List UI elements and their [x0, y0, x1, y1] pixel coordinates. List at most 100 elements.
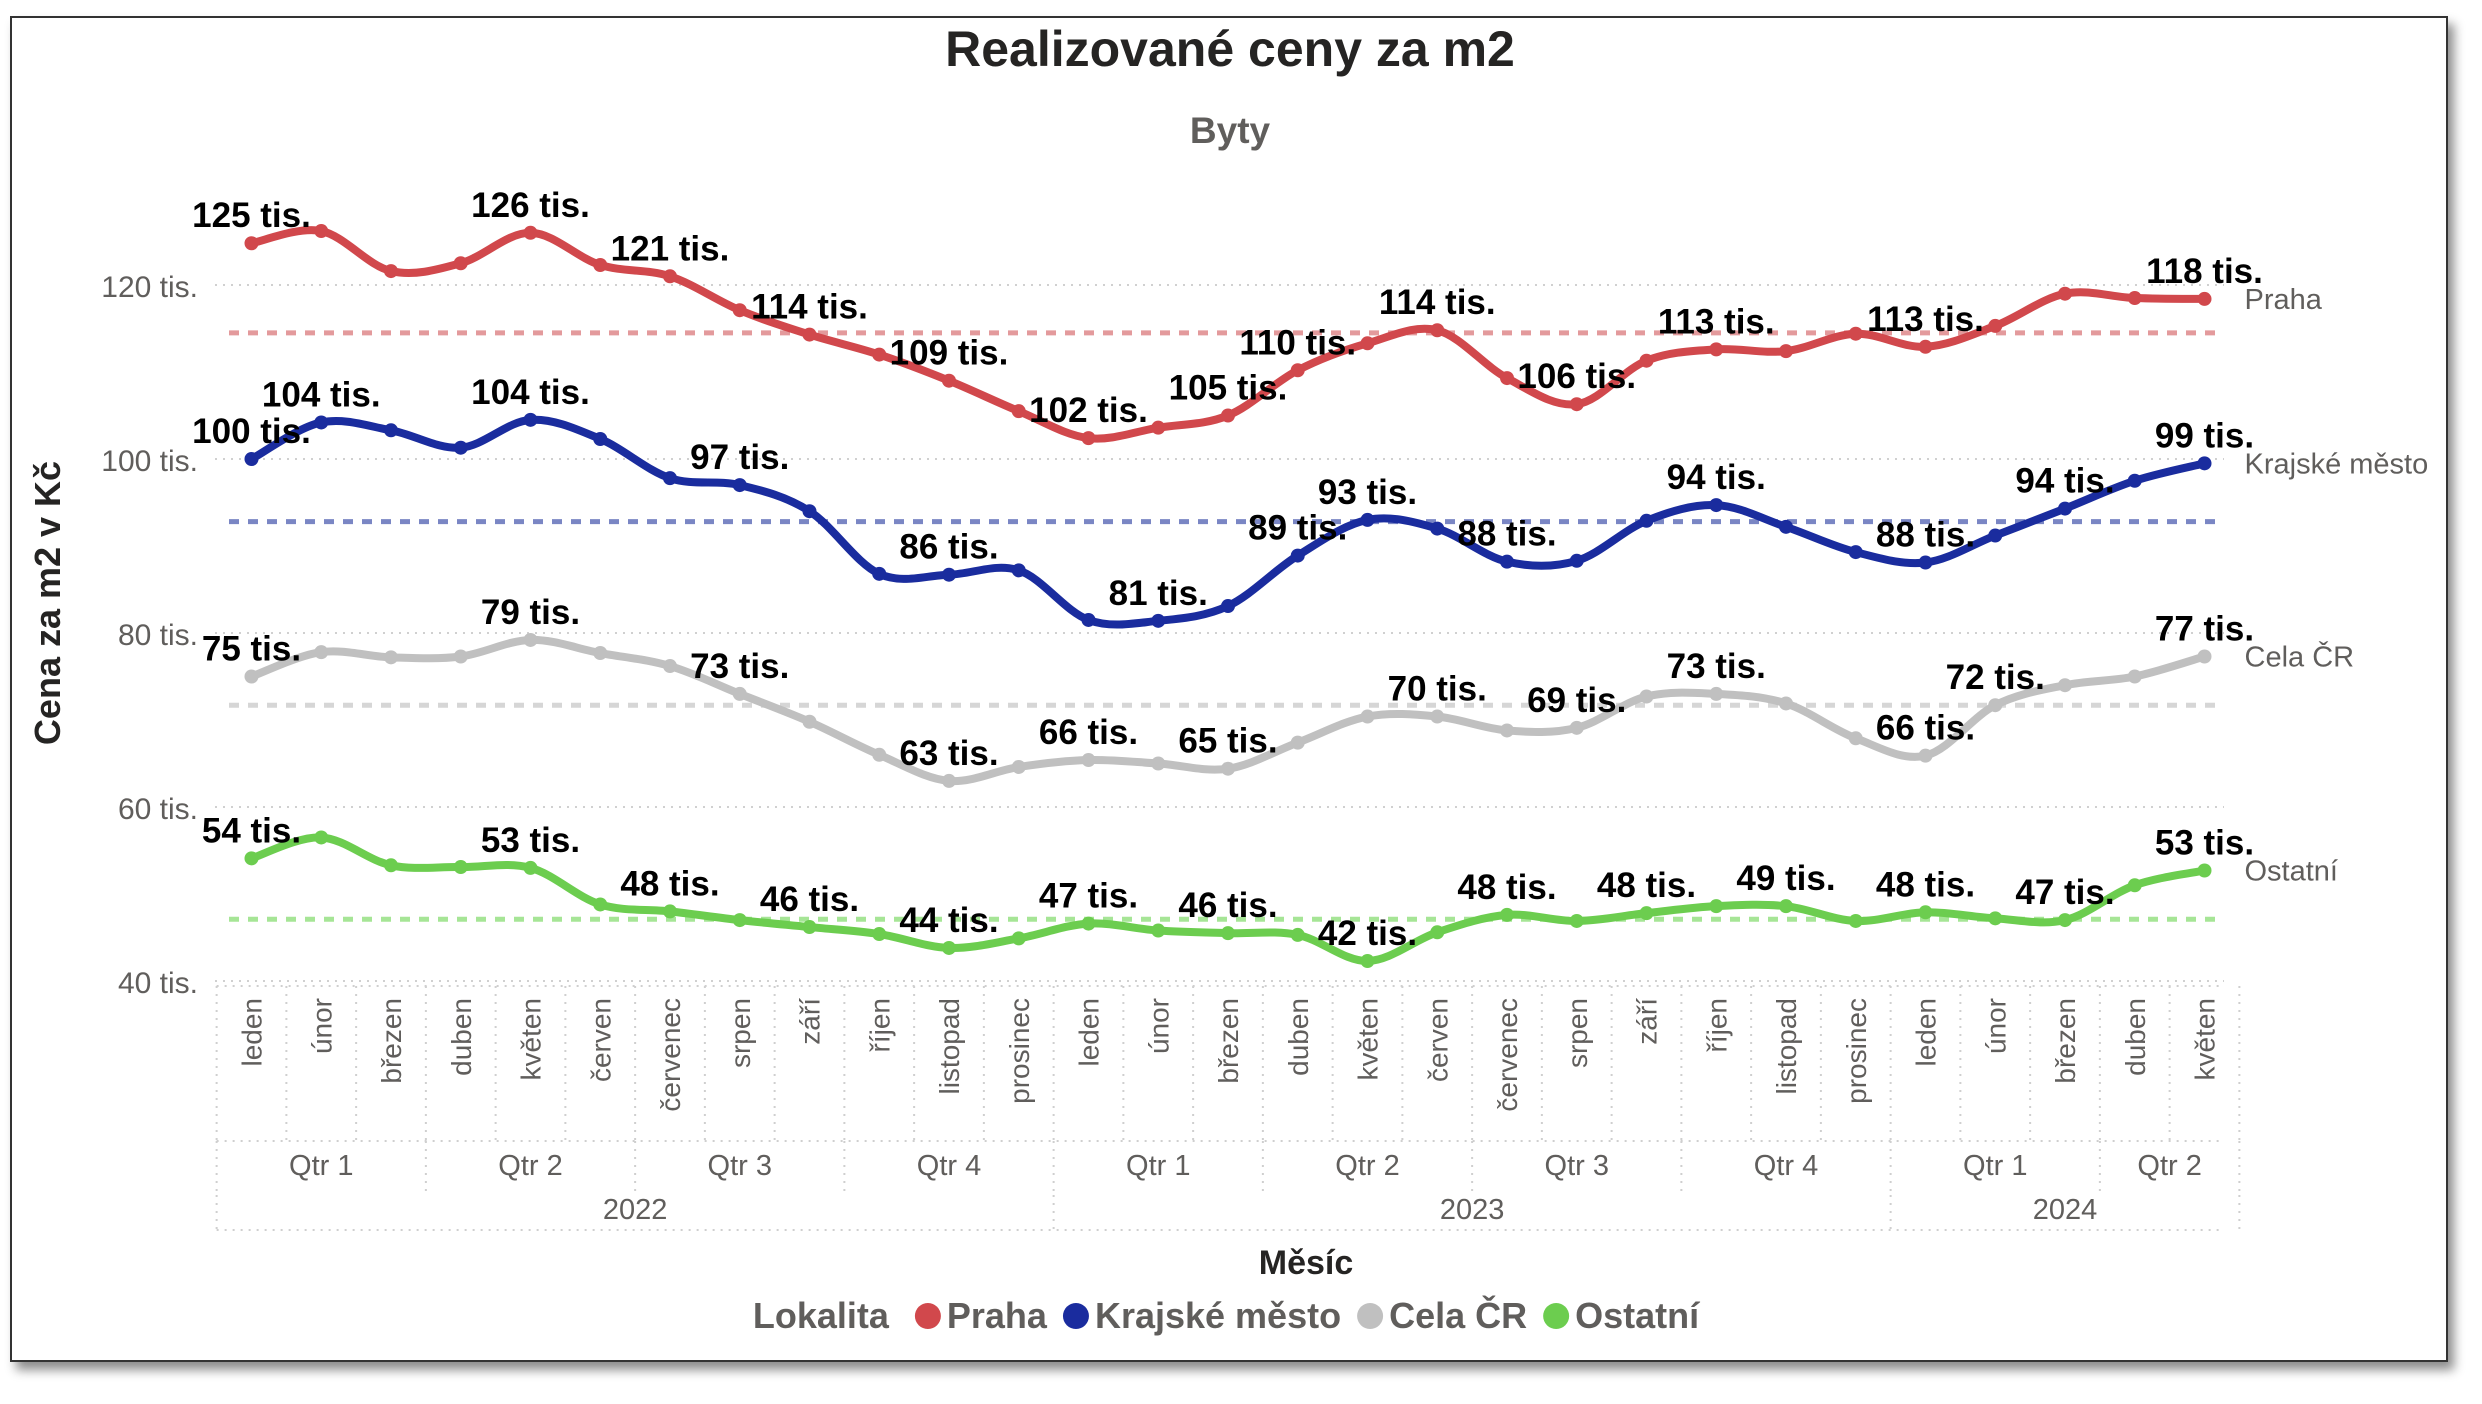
- data-label: 44 tis.: [899, 901, 998, 940]
- x-tick-label: listopad: [934, 998, 965, 1095]
- data-point: [2058, 501, 2072, 516]
- data-label: 125 tis.: [192, 196, 311, 235]
- chart-title: Realizované ceny za m2: [945, 21, 1515, 77]
- data-point: [1569, 913, 1584, 928]
- data-label: 104 tis.: [471, 373, 590, 412]
- data-point: [872, 747, 887, 762]
- data-label: 100 tis.: [192, 412, 311, 451]
- quarter-label: Qtr 1: [1126, 1150, 1190, 1182]
- data-point: [1151, 756, 1166, 771]
- data-point: [2127, 473, 2142, 488]
- data-point: [1639, 906, 1654, 921]
- data-point: [314, 830, 329, 845]
- data-point: [872, 927, 887, 942]
- data-point: [1918, 339, 1933, 354]
- series-end-label: Krajské město: [2245, 448, 2429, 480]
- x-tick-label: duben: [1283, 998, 1314, 1076]
- data-point: [1081, 916, 1096, 931]
- data-point: [2058, 678, 2072, 693]
- data-point: [1639, 513, 1654, 528]
- data-label: 109 tis.: [890, 334, 1009, 373]
- data-point: [2197, 456, 2212, 471]
- x-tick-label: duben: [446, 998, 477, 1076]
- data-point: [1430, 925, 1445, 940]
- data-point: [1569, 553, 1584, 568]
- quarter-label: Qtr 2: [1335, 1150, 1399, 1182]
- data-point: [1500, 554, 1514, 569]
- data-label: 63 tis.: [899, 734, 998, 773]
- data-label: 97 tis.: [690, 438, 789, 477]
- data-point: [1221, 926, 1235, 941]
- x-tick-label: březen: [376, 998, 407, 1084]
- data-point: [1011, 931, 1026, 946]
- legend-marker: [1062, 1303, 1089, 1329]
- y-axis-title: Cena za m2 v Kč: [27, 461, 68, 745]
- data-point: [663, 659, 677, 674]
- data-label: 48 tis.: [1876, 865, 1975, 904]
- data-point: [1011, 563, 1026, 578]
- x-tick-label: říjen: [1701, 998, 1732, 1052]
- data-label: 110 tis.: [1239, 323, 1356, 362]
- data-point: [2127, 669, 2142, 684]
- year-label: 2022: [603, 1194, 668, 1226]
- data-point: [593, 646, 608, 661]
- data-point: [453, 256, 468, 271]
- x-tick-label: červen: [1422, 998, 1453, 1082]
- data-label: 47 tis.: [2015, 873, 2114, 912]
- quarter-label: Qtr 1: [1963, 1150, 2027, 1182]
- data-point: [1360, 336, 1375, 351]
- data-label: 66 tis.: [1876, 709, 1975, 748]
- data-point: [1709, 899, 1724, 914]
- x-tick-label: listopad: [1771, 998, 1802, 1095]
- data-point: [1848, 545, 1863, 560]
- data-label: 118 tis.: [2146, 252, 2263, 291]
- data-point: [1569, 720, 1584, 735]
- data-labels: 125 tis. 126 tis. 121 tis. 114 tis. 109 tis.…: [192, 186, 2428, 953]
- data-point: [523, 412, 538, 427]
- data-point: [1430, 323, 1445, 338]
- data-point: [1081, 753, 1096, 768]
- data-label: 47 tis.: [1039, 877, 1138, 916]
- legend-item-label: Cela ČR: [1389, 1294, 1527, 1336]
- data-point: [1290, 735, 1305, 750]
- data-point: [942, 567, 956, 582]
- data-point: [1988, 528, 2003, 543]
- data-point: [1011, 759, 1026, 774]
- quarter-label: Qtr 3: [1545, 1150, 1609, 1182]
- data-point: [872, 566, 887, 581]
- data-point: [1430, 709, 1445, 724]
- data-label: 102 tis.: [1029, 391, 1148, 430]
- series-end-label: Ostatní: [2245, 856, 2339, 888]
- data-label: 65 tis.: [1178, 722, 1277, 761]
- data-label: 46 tis.: [760, 880, 859, 919]
- data-point: [802, 504, 817, 519]
- data-label: 79 tis.: [481, 593, 580, 632]
- data-label: 99 tis.: [2155, 416, 2254, 455]
- data-point: [384, 423, 398, 438]
- data-point: [1081, 612, 1096, 627]
- data-point: [1500, 723, 1514, 738]
- data-point: [942, 773, 956, 788]
- data-point: [314, 415, 329, 430]
- data-point: [1290, 363, 1305, 378]
- data-label: 53 tis.: [481, 821, 580, 860]
- x-tick-label: srpen: [725, 998, 756, 1068]
- year-label: 2024: [2033, 1194, 2098, 1226]
- x-tick-label: leden: [1074, 998, 1105, 1067]
- data-point: [244, 452, 259, 466]
- legend-item-label: Praha: [947, 1295, 1048, 1336]
- legend-item-label: Krajské město: [1095, 1295, 1341, 1336]
- data-point: [384, 858, 398, 873]
- legend-item-label: Ostatní: [1575, 1295, 1700, 1336]
- data-point: [453, 649, 468, 664]
- data-label: 48 tis.: [1457, 868, 1556, 907]
- data-point: [802, 327, 817, 342]
- x-tick-label: prosinec: [1841, 998, 1872, 1104]
- data-point: [1848, 326, 1863, 341]
- data-point: [1779, 899, 1793, 914]
- data-label: 121 tis.: [611, 229, 730, 268]
- data-label: 104 tis.: [262, 375, 381, 414]
- data-point: [1918, 905, 1933, 920]
- data-point: [1569, 397, 1584, 412]
- quarter-label: Qtr 2: [498, 1150, 562, 1182]
